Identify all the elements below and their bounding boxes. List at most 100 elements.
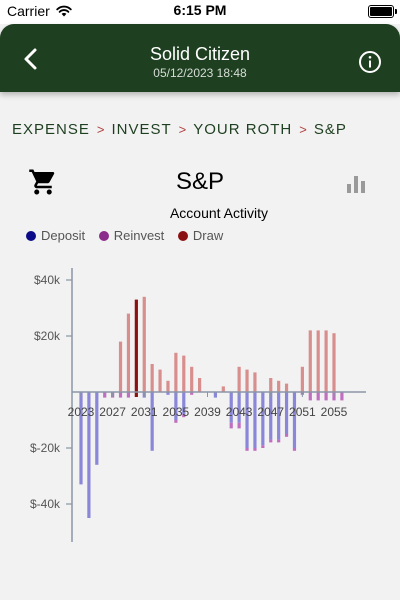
status-time: 6:15 PM xyxy=(173,2,227,18)
battery-tip xyxy=(395,9,397,14)
chart-title: Account Activity xyxy=(169,205,269,221)
chart-legend: Deposit Reinvest Draw xyxy=(26,228,233,244)
bar-chart-icon[interactable] xyxy=(344,172,368,196)
legend-item-reinvest[interactable]: Reinvest xyxy=(98,228,164,243)
account-activity-chart: $40k $20k $-20k $-40k 2023 2027 2031 2035 2039 20… xyxy=(30,268,366,542)
breadcrumb: EXPENSE > INVEST > YOUR ROTH > S&P xyxy=(12,121,392,141)
y-tick-label: $20k xyxy=(34,329,61,343)
status-bar: Carrier 6:15 PM xyxy=(0,0,400,24)
x-tick-label: 2031 xyxy=(131,405,158,419)
bar-deposit xyxy=(182,392,186,415)
bar-draw xyxy=(118,341,123,392)
x-tick-label: 2047 xyxy=(257,405,284,419)
bar-draw xyxy=(182,355,186,392)
bar-draw xyxy=(300,366,304,392)
fund-title: S&P xyxy=(175,168,225,195)
breadcrumb-item-invest[interactable]: INVEST xyxy=(111,121,172,138)
bar-draw xyxy=(332,333,336,392)
bar-reinvest xyxy=(308,392,312,401)
bar-reinvest xyxy=(324,392,328,401)
breadcrumb-item-expense[interactable]: EXPENSE xyxy=(12,121,90,138)
legend-dot-deposit xyxy=(26,231,36,241)
breadcrumb-separator: > xyxy=(96,122,105,137)
legend-item-deposit[interactable]: Deposit xyxy=(26,228,85,243)
bar-reinvest xyxy=(126,392,131,398)
y-tick-label: $40k xyxy=(34,273,61,287)
bar-reinvest xyxy=(284,434,289,437)
bar-deposit xyxy=(166,392,170,395)
bar-deposit xyxy=(237,392,241,423)
carrier-label: Carrier xyxy=(7,3,50,19)
battery-icon xyxy=(368,5,394,18)
bar-draw xyxy=(324,330,328,392)
bar-deposit xyxy=(213,392,218,398)
bar-deposit xyxy=(277,392,281,440)
bar-reinvest xyxy=(229,422,233,429)
x-tick-label: 2035 xyxy=(163,405,190,419)
breadcrumb-item-your-roth[interactable]: YOUR ROTH xyxy=(193,121,293,138)
breadcrumb-separator: > xyxy=(178,122,187,137)
bar-reinvest xyxy=(118,392,123,398)
bar-draw xyxy=(158,369,162,392)
bar-draw xyxy=(277,380,281,392)
x-tick-label: 2039 xyxy=(194,405,221,419)
bar-deposit xyxy=(229,392,233,423)
bar-deposit xyxy=(245,392,249,448)
bar-deposit xyxy=(79,392,83,485)
bar-reinvest xyxy=(174,420,178,423)
bar-draw xyxy=(284,383,289,392)
nav-title: Solid Citizen xyxy=(149,44,251,64)
bar-draw xyxy=(245,369,249,392)
bar-draw xyxy=(134,299,138,392)
bar-deposit xyxy=(284,392,289,434)
bar-reinvest xyxy=(237,422,241,429)
bar-draw xyxy=(316,330,320,392)
bar-reinvest xyxy=(253,448,257,451)
bar-reinvest xyxy=(103,392,107,398)
bar-deposit xyxy=(87,392,91,518)
bar-draw xyxy=(237,366,241,392)
y-tick-label: $-20k xyxy=(30,441,61,455)
x-tick-label: 2055 xyxy=(321,405,348,419)
bar-deposit xyxy=(253,392,257,448)
bar-draw xyxy=(126,313,131,392)
x-tick-label: 2043 xyxy=(226,405,253,419)
legend-item-draw[interactable]: Draw xyxy=(177,228,224,243)
x-tick-label: 2023 xyxy=(68,405,95,419)
bar-draw xyxy=(197,378,202,392)
info-icon[interactable] xyxy=(358,50,382,74)
breadcrumb-item-sp[interactable]: S&P xyxy=(313,121,347,138)
shopping-cart-icon[interactable] xyxy=(28,167,58,197)
bar-draw xyxy=(253,372,257,392)
bar-reinvest xyxy=(269,439,273,443)
legend-dot-reinvest xyxy=(98,231,109,241)
bar-deposit xyxy=(150,392,154,451)
bar-reinvest xyxy=(190,392,194,395)
wifi-icon xyxy=(56,5,72,17)
bar-deposit xyxy=(174,392,178,420)
legend-label-draw: Draw xyxy=(192,228,224,243)
bar-deposit xyxy=(292,392,297,448)
bar-deposit xyxy=(269,392,273,440)
bar-draw xyxy=(221,386,225,392)
bar-reinvest xyxy=(316,392,320,401)
bar-reinvest xyxy=(292,448,297,451)
legend-label-deposit: Deposit xyxy=(41,228,86,243)
y-tick-label: $-40k xyxy=(30,497,61,511)
nav-subtitle: 05/12/2023 18:48 xyxy=(153,66,247,80)
back-icon[interactable] xyxy=(16,44,46,74)
bar-draw xyxy=(166,380,170,392)
bar-draw xyxy=(269,378,273,392)
bar-reinvest xyxy=(182,414,186,418)
bar-draw xyxy=(174,352,178,392)
bar-reinvest xyxy=(261,445,265,448)
bar-reinvest xyxy=(245,448,249,451)
bar-reinvest xyxy=(277,439,281,443)
bar-highlight-tail xyxy=(134,392,138,397)
x-tick-label: 2027 xyxy=(99,405,126,419)
bar-draw xyxy=(142,296,146,392)
bar-deposit xyxy=(95,392,99,465)
legend-dot-draw xyxy=(177,231,188,241)
bar-draw xyxy=(308,330,312,392)
breadcrumb-separator: > xyxy=(299,122,307,137)
